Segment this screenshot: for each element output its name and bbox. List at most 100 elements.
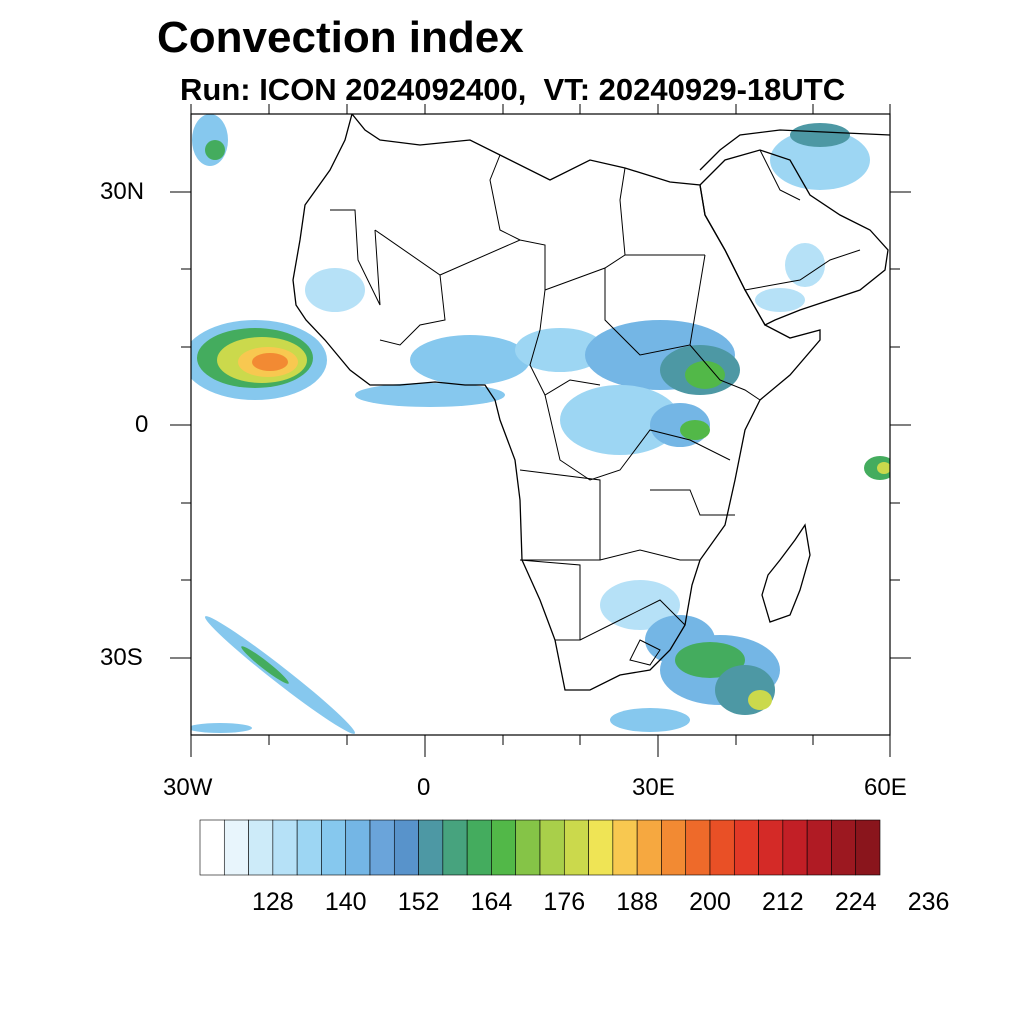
colorbar-label: 152 — [397, 888, 440, 916]
map-frame — [190, 113, 891, 736]
colorbar-swatch — [831, 819, 857, 876]
arabia-coast — [699, 149, 889, 326]
convection-patch — [410, 335, 530, 385]
minor-lon-ticks — [268, 735, 814, 745]
lon-label-60e: 60E — [864, 774, 907, 801]
colorbar-swatch — [345, 819, 371, 876]
border-line — [529, 289, 601, 396]
colorbar-swatch — [612, 819, 638, 876]
colorbar-label: 188 — [616, 888, 658, 916]
lon-label-30e: 30E — [632, 774, 675, 801]
madagascar-coast — [761, 523, 811, 623]
convection-patch — [610, 708, 690, 732]
minor-lat-ticks-left — [181, 268, 191, 581]
colorbar-swatch — [782, 819, 808, 876]
axis-ticks — [170, 104, 911, 757]
border-line — [544, 394, 731, 481]
convection-patch — [680, 420, 710, 440]
colorbar-label: 236 — [907, 888, 950, 916]
colorbar-swatch — [491, 819, 517, 876]
colorbar-swatch — [296, 819, 322, 876]
coastlines — [292, 114, 890, 691]
colorbar-label: 224 — [834, 888, 877, 916]
border-line — [519, 559, 581, 641]
border-line — [374, 229, 705, 291]
border-line — [629, 639, 661, 666]
convection-patch — [785, 243, 825, 287]
border-line — [579, 599, 686, 641]
minor-lat-ticks-right — [890, 268, 900, 581]
convection-patch — [748, 690, 772, 710]
colorbar-label: 164 — [470, 888, 513, 916]
map-subtitle: Run: ICON 2024092400, VT: 20240929-18UTC — [180, 72, 846, 107]
colorbar-swatch — [539, 819, 565, 876]
lat-label-30s: 30S — [100, 644, 143, 671]
convection-field — [191, 114, 890, 734]
border-line — [489, 154, 521, 241]
colorbar-swatch — [806, 819, 832, 876]
convection-patch — [877, 462, 890, 474]
convection-patch — [685, 361, 725, 389]
map-title: Convection index — [157, 13, 524, 62]
colorbar-label: 140 — [324, 888, 367, 916]
africa-coast — [292, 114, 821, 691]
major-lon-ticks — [190, 735, 891, 757]
convection-patch — [191, 723, 252, 733]
colorbar-label: 128 — [251, 888, 294, 916]
colorbar-label: 200 — [689, 888, 731, 916]
colorbar-swatch — [369, 819, 395, 876]
colorbar-swatch — [709, 819, 735, 876]
convection-patch — [770, 130, 870, 190]
colorbar — [199, 819, 881, 876]
convection-patch — [355, 383, 505, 407]
convection-patch — [600, 580, 680, 630]
colorbar-swatch — [855, 819, 881, 876]
convection-patch — [560, 385, 680, 455]
convection-patch — [252, 353, 288, 371]
convection-patch — [755, 288, 805, 312]
top-ticks — [190, 104, 891, 114]
colorbar-swatch — [393, 819, 419, 876]
colorbar-swatch — [636, 819, 662, 876]
border-line — [759, 149, 801, 201]
mediterranean-coast — [699, 129, 890, 171]
convection-patch — [205, 140, 225, 160]
colorbar-swatch — [223, 819, 249, 876]
colorbar-swatch — [563, 819, 589, 876]
lon-label-0: 0 — [417, 774, 431, 801]
border-line — [604, 254, 706, 356]
border-line — [744, 249, 861, 291]
colorbar-swatch — [272, 819, 298, 876]
colorbar-swatch — [321, 819, 347, 876]
border-line — [689, 344, 761, 401]
colorbar-swatch — [758, 819, 784, 876]
border-line — [599, 549, 700, 561]
major-lat-ticks-right — [890, 191, 911, 659]
border-line — [619, 167, 626, 256]
colorbar-swatch — [515, 819, 541, 876]
colorbar-swatch — [418, 819, 444, 876]
colorbar-swatch — [442, 819, 468, 876]
colorbar-swatch — [199, 819, 225, 876]
lat-label-30n: 30N — [100, 178, 145, 205]
country-borders — [330, 149, 861, 666]
border-line — [330, 209, 381, 306]
border-line — [519, 469, 601, 561]
colorbar-label: 212 — [761, 888, 804, 916]
border-line — [650, 489, 735, 516]
colorbar-swatch — [685, 819, 711, 876]
colorbar-label: 176 — [543, 888, 586, 916]
colorbar-swatch — [661, 819, 687, 876]
colorbar-swatch — [466, 819, 492, 876]
major-lat-ticks-left — [170, 191, 191, 659]
lat-label-0: 0 — [135, 411, 149, 438]
colorbar-swatch — [733, 819, 759, 876]
convection-patch — [790, 123, 850, 147]
convection-patch — [675, 642, 745, 678]
convection-patch — [305, 268, 365, 312]
colorbar-swatch — [248, 819, 274, 876]
colorbar-swatch — [588, 819, 614, 876]
convection-patch — [241, 646, 289, 684]
lon-label-30w: 30W — [163, 774, 213, 801]
